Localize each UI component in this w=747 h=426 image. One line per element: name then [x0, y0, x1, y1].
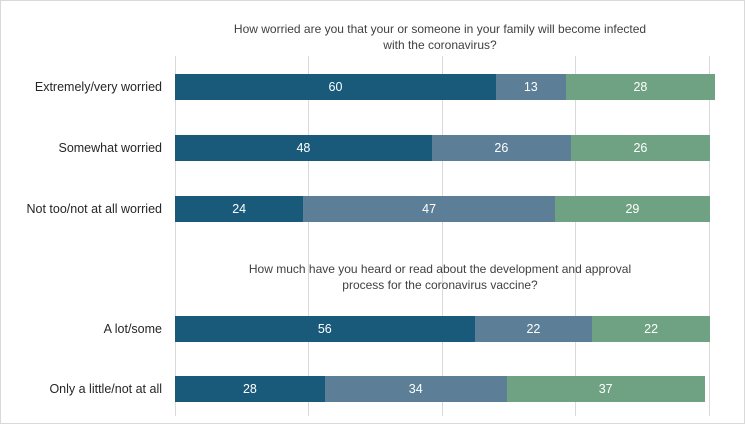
- gridline: [709, 56, 710, 416]
- chart-1-title: How worried are you that your or someone…: [233, 22, 647, 52]
- bar-row: 24 47 29: [175, 196, 710, 222]
- bar-segment-series-2: 47: [303, 196, 555, 222]
- bar-segment-series-1: 56: [175, 316, 475, 342]
- chart-2-title: How much have you heard or read about th…: [248, 262, 632, 292]
- data-label: 22: [644, 322, 659, 336]
- bar-segment-series-3: 29: [554, 196, 710, 222]
- data-label: 60: [328, 80, 343, 94]
- data-label: 28: [633, 80, 648, 94]
- gridline: [442, 56, 443, 416]
- bar-segment-series-2: 13: [496, 74, 566, 100]
- data-label: 48: [296, 141, 311, 155]
- category-label: Not too/not at all worried: [26, 202, 163, 216]
- data-label: 22: [526, 322, 541, 336]
- bar-segment-series-3: 28: [565, 74, 716, 100]
- bar-segment-series-2: 26: [431, 135, 571, 161]
- bar-segment-series-1: 24: [175, 196, 304, 222]
- data-label: 56: [317, 322, 332, 336]
- bar-row: 60 13 28: [175, 74, 716, 100]
- bar-segment-series-1: 60: [175, 74, 496, 100]
- data-label: 34: [408, 382, 423, 396]
- category-label: A lot/some: [103, 322, 162, 336]
- category-label: Only a little/not at all: [49, 382, 162, 396]
- bar-row: 56 22 22: [175, 316, 710, 342]
- bar-segment-series-3: 22: [592, 316, 710, 342]
- bar-segment-series-1: 28: [175, 376, 325, 402]
- gridline: [308, 56, 309, 416]
- gridline: [175, 56, 176, 416]
- gridline: [575, 56, 576, 416]
- data-label: 24: [232, 202, 247, 216]
- bar-segment-series-3: 26: [570, 135, 710, 161]
- data-label: 26: [633, 141, 648, 155]
- data-label: 13: [523, 80, 538, 94]
- data-label: 29: [625, 202, 640, 216]
- bar-segment-series-2: 22: [474, 316, 593, 342]
- bar-segment-series-3: 37: [506, 376, 705, 402]
- data-label: 28: [242, 382, 257, 396]
- bar-segment-series-1: 48: [175, 135, 432, 161]
- bar-segment-series-2: 34: [324, 376, 507, 402]
- data-label: 47: [422, 202, 437, 216]
- bar-row: 48 26 26: [175, 135, 710, 161]
- category-label: Extremely/very worried: [34, 80, 162, 94]
- data-label: 26: [494, 141, 509, 155]
- data-label: 37: [598, 382, 613, 396]
- category-label: Somewhat worried: [58, 141, 162, 155]
- bar-row: 28 34 37: [175, 376, 705, 402]
